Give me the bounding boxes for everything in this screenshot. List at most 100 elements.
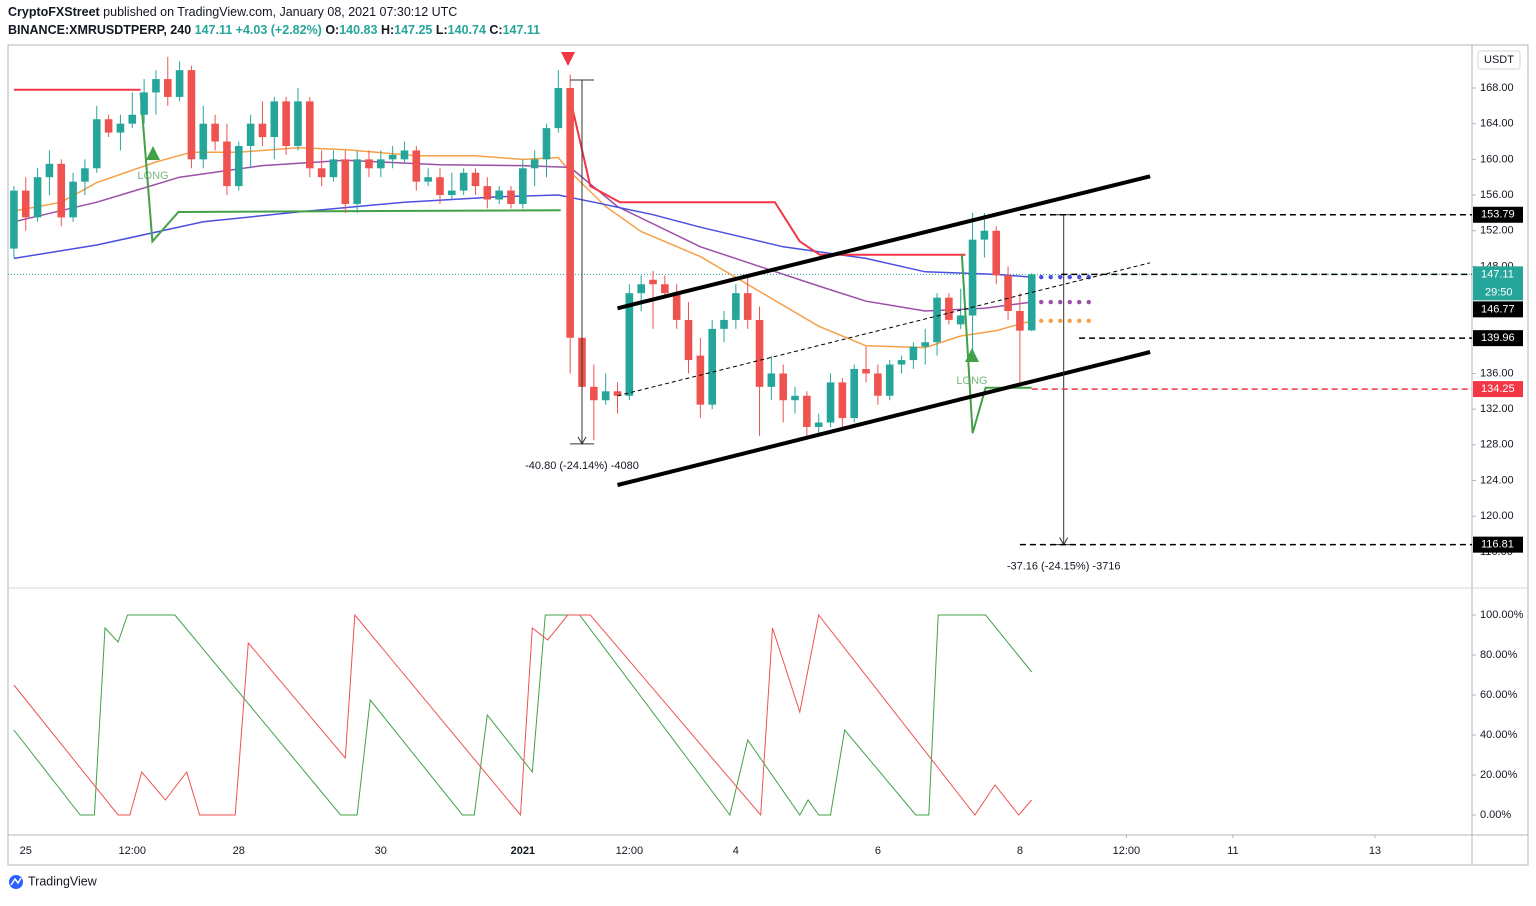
candle-body: [140, 92, 148, 115]
x-tick-label: 12:00: [1113, 845, 1141, 857]
candle-body: [1027, 274, 1036, 331]
y-tick-label: 80.00%: [1480, 649, 1518, 661]
projection-dot: [1077, 274, 1082, 280]
price-label: 134.25: [1481, 383, 1515, 395]
y-tick-label: 20.00%: [1480, 769, 1518, 781]
candle-body: [885, 364, 894, 396]
indicator-line: [13, 194, 1032, 278]
candle-body: [341, 159, 350, 204]
x-tick-label: 28: [233, 845, 245, 857]
projection-dot: [1048, 318, 1053, 324]
y-tick-label: 132.00: [1480, 403, 1514, 415]
candle-body: [234, 145, 243, 187]
author: CryptoFXStreet: [8, 5, 101, 19]
x-tick-label: 12:00: [119, 845, 147, 857]
candle-body: [199, 123, 208, 160]
candle-body: [791, 395, 799, 401]
candle-body: [424, 177, 432, 182]
candle-body: [850, 368, 859, 419]
x-tick-label: 13: [1369, 845, 1381, 857]
candle-body: [495, 190, 503, 200]
price-label: 139.96: [1481, 332, 1515, 344]
y-tick-label: 128.00: [1480, 439, 1514, 451]
candle-body: [187, 70, 196, 160]
candle-body: [69, 181, 77, 218]
projection-dot: [1067, 274, 1072, 280]
indicator-line: [139, 92, 561, 244]
indicator-line: [13, 147, 1032, 349]
candle-body: [968, 239, 977, 316]
candle-body: [649, 279, 657, 285]
candle-body: [329, 159, 338, 178]
y-tick-label: 152.00: [1480, 225, 1514, 237]
projection-dot: [1058, 274, 1063, 280]
candle-body: [530, 159, 539, 169]
x-tick-label: 25: [20, 845, 32, 857]
ohlc-value: 140.74: [448, 23, 486, 37]
candle-body: [175, 70, 184, 97]
projection-dot: [1067, 318, 1072, 324]
ohlc-label: O:: [325, 23, 339, 37]
candle-body: [258, 123, 267, 138]
footer-brand: TradingView: [28, 874, 98, 888]
candle-body: [980, 230, 989, 240]
candle-body: [933, 297, 941, 343]
y-tick-label: 124.00: [1480, 474, 1514, 486]
ohlc-label: H:: [381, 23, 394, 37]
candle-body: [672, 293, 681, 320]
signal-label: LONG: [137, 170, 168, 182]
price-pane: [8, 56, 1472, 546]
ohlc-value: 147.11: [503, 23, 541, 37]
candle-body: [826, 382, 835, 423]
candle-body: [696, 355, 705, 405]
candle-body: [57, 163, 66, 218]
y-tick-label: 100.00%: [1480, 609, 1524, 621]
candle-body: [471, 172, 480, 187]
change: +4.03 (+2.82%): [236, 23, 322, 37]
stoch-line: [13, 613, 1033, 817]
candle-body: [708, 328, 716, 405]
projection-dot: [1048, 299, 1053, 305]
symbol: BINANCE:XMRUSDTPERP, 240: [8, 23, 191, 37]
candle-body: [282, 101, 290, 146]
price-label-bg: [1473, 301, 1523, 318]
y-tick-label: 156.00: [1480, 189, 1514, 201]
projection-dot: [1039, 274, 1044, 280]
candle-body: [874, 373, 882, 396]
ohlc-value: 140.83: [339, 23, 377, 37]
candle-body: [377, 159, 385, 169]
candle-body: [554, 87, 563, 129]
candle-body: [353, 159, 361, 204]
y-tick-label: 160.00: [1480, 153, 1514, 165]
price-label-bg: [1473, 536, 1523, 553]
candle-body: [814, 422, 823, 427]
candle-body: [613, 391, 622, 396]
x-tick-label: 6: [875, 845, 881, 857]
candle-body: [956, 315, 965, 325]
candle-body: [661, 284, 669, 294]
indicator-line: [566, 87, 966, 256]
candle-body: [755, 319, 764, 387]
stoch-line: [13, 614, 1033, 817]
candle-body: [590, 386, 598, 401]
projection-dot: [1039, 299, 1044, 305]
published: published on TradingView.com, January 08…: [103, 5, 457, 19]
measure-label: -40.80 (-24.14%) -4080: [525, 460, 639, 472]
y-tick-label: 120.00: [1480, 510, 1514, 522]
candle-body: [945, 297, 953, 320]
projection-dot: [1077, 299, 1082, 305]
candle-body: [684, 319, 693, 361]
projection-dot: [1077, 318, 1082, 324]
candle-body: [909, 346, 918, 361]
projection-dot: [1048, 274, 1053, 280]
trendline: [617, 350, 1151, 487]
candle-body: [601, 391, 610, 401]
frame: [7, 44, 1529, 866]
y-tick-label: 0.00%: [1480, 809, 1511, 821]
x-tick-label: 8: [1017, 845, 1023, 857]
candle-body: [566, 87, 574, 338]
y-tick-label: 136.00: [1480, 367, 1514, 379]
price-label-bg: [1473, 330, 1523, 347]
candle-body: [459, 172, 468, 191]
ohlc-label: L:: [436, 23, 448, 37]
